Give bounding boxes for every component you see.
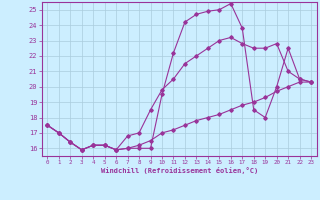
X-axis label: Windchill (Refroidissement éolien,°C): Windchill (Refroidissement éolien,°C)	[100, 167, 258, 174]
